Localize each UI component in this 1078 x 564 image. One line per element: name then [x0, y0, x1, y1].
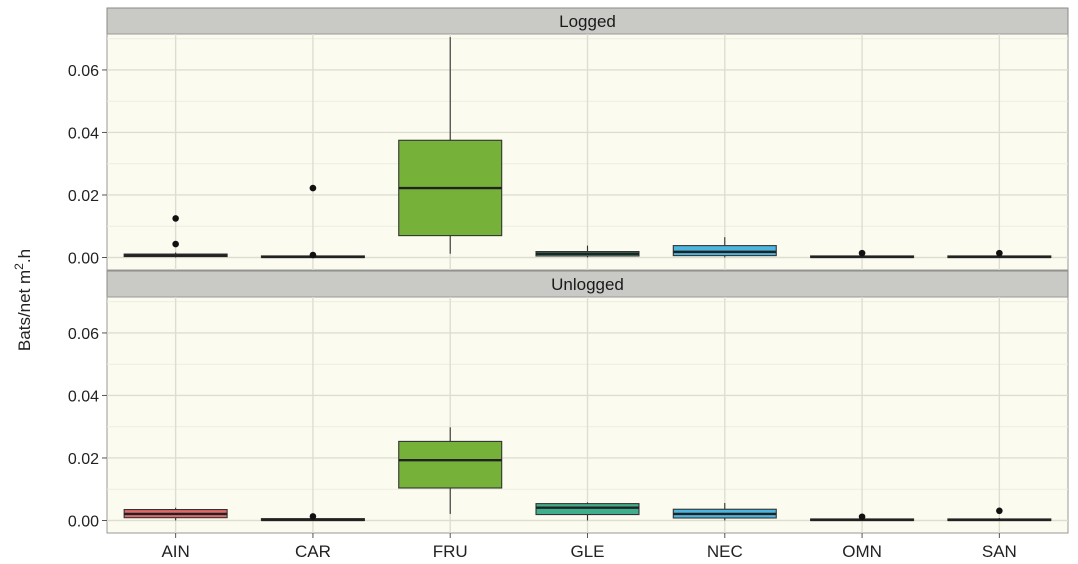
x-tick-label: CAR — [295, 542, 331, 559]
box-iqr — [535, 503, 640, 516]
y-axis-label: Bats/net m2.h — [12, 249, 34, 351]
box-fru — [398, 427, 503, 514]
box-san — [947, 249, 1052, 259]
box-san — [947, 507, 1052, 522]
outlier-point — [858, 249, 866, 257]
x-tick-label: GLE — [570, 542, 604, 559]
x-tick-label: NEC — [707, 542, 743, 559]
box-iqr — [672, 245, 777, 257]
y-tick-label: 0.06 — [68, 326, 99, 343]
y-tick-label: 0.04 — [68, 125, 99, 142]
box-car — [260, 184, 365, 259]
outlier-point — [309, 513, 317, 520]
box-gle — [535, 502, 640, 521]
x-tick-label: SAN — [982, 542, 1017, 559]
box-car — [260, 513, 365, 522]
x-tick-label: FRU — [433, 542, 468, 559]
outlier-point — [996, 249, 1003, 257]
facet-strip-label: Unlogged — [551, 275, 624, 294]
box-iqr — [398, 440, 503, 489]
y-tick-label: 0.00 — [68, 513, 99, 530]
box-ain — [123, 507, 228, 521]
box-gle — [535, 245, 640, 258]
outlier-point — [309, 251, 317, 259]
box-nec — [672, 237, 777, 258]
box-omn — [810, 249, 915, 259]
x-tick-label: AIN — [161, 542, 189, 559]
outlier-point — [309, 184, 317, 192]
y-tick-label: 0.04 — [68, 388, 99, 405]
facet-strip — [106, 7, 1069, 35]
y-tick-label: 0.00 — [68, 250, 99, 267]
y-tick-label: 0.02 — [68, 451, 99, 468]
outlier-point — [858, 513, 866, 521]
box-ain — [123, 215, 228, 258]
outlier-point — [996, 507, 1003, 515]
box-nec — [672, 502, 777, 521]
facet-strip-label: Logged — [559, 12, 616, 31]
box-fru — [398, 37, 503, 254]
outlier-point — [172, 240, 179, 248]
facet-strip — [106, 270, 1069, 298]
y-tick-label: 0.02 — [68, 188, 99, 205]
outlier-point — [172, 215, 179, 222]
x-tick-label: OMN — [842, 542, 882, 559]
y-tick-label: 0.06 — [68, 63, 99, 80]
box-omn — [810, 513, 915, 522]
